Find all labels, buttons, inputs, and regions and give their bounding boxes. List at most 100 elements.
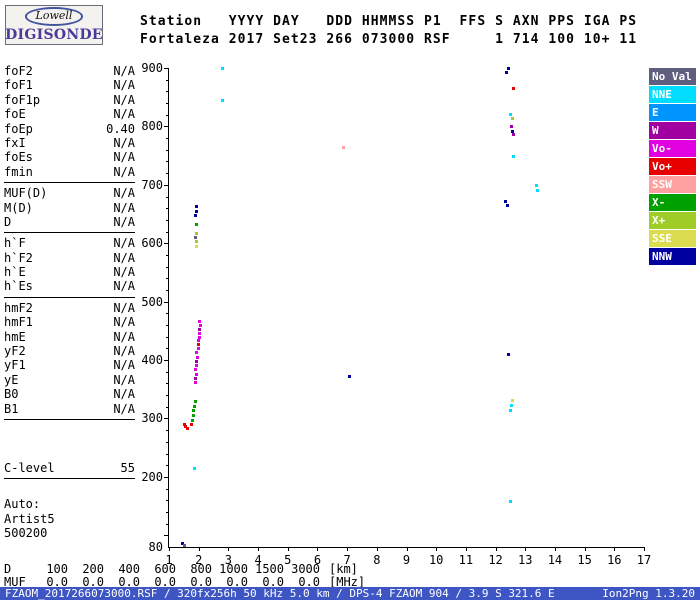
y-minor-tick — [166, 278, 169, 280]
param-value: N/A — [113, 329, 135, 344]
param-row: MUF(D) N/A — [4, 186, 135, 200]
x-axis-label: 13 — [518, 553, 533, 567]
y-minor-tick — [166, 383, 169, 385]
y-axis-label: 900 — [141, 61, 163, 75]
legend-item-no-val: No Val — [649, 68, 696, 85]
echo-point — [184, 425, 188, 429]
param-value: N/A — [113, 372, 135, 387]
bottom-row-value: 0.0 — [82, 575, 104, 589]
x-axis-label: 11 — [458, 553, 474, 567]
param-value: N/A — [113, 401, 135, 416]
echo-point — [507, 353, 511, 357]
param-name: yF2 — [4, 344, 26, 359]
y-minor-tick — [166, 208, 169, 210]
echo-point — [221, 67, 225, 70]
y-major-tick — [164, 184, 169, 186]
echo-point — [510, 117, 514, 121]
y-minor-tick — [166, 266, 169, 268]
y-minor-tick — [166, 336, 169, 338]
x-axis-label: 3 — [224, 553, 232, 567]
echo-point — [192, 404, 196, 408]
echo-point — [508, 500, 512, 504]
echo-point — [194, 231, 198, 235]
param-name: C-level — [4, 460, 55, 475]
y-minor-tick — [166, 289, 169, 291]
x-axis-label: 2 — [195, 553, 203, 567]
bottom-row-label: MUF — [4, 575, 26, 589]
y-major-tick — [164, 301, 169, 303]
param-value: N/A — [113, 344, 135, 359]
param-name: h`Es — [4, 279, 33, 294]
y-major-tick — [164, 418, 169, 420]
param-name: fmin — [4, 164, 33, 179]
x-axis-tick — [228, 547, 230, 551]
echo-point — [194, 381, 198, 385]
y-minor-tick — [166, 430, 169, 432]
param-row: h`F2 N/A — [4, 251, 135, 265]
param-name: yF1 — [4, 358, 26, 373]
echo-point — [341, 145, 345, 149]
bottom-row-value: 0.0 — [190, 575, 212, 589]
param-value: N/A — [113, 214, 135, 229]
bottom-row-unit: [MHz] — [329, 575, 366, 589]
y-major-tick — [164, 243, 169, 245]
echo-point — [220, 99, 224, 103]
legend-item-ssw: SSW — [649, 176, 696, 193]
param-value: N/A — [113, 92, 135, 107]
x-axis-tick — [317, 547, 319, 551]
echo-point — [510, 404, 514, 408]
y-minor-tick — [166, 79, 169, 81]
param-group-spacer — [4, 423, 135, 461]
echo-point — [505, 203, 509, 207]
param-value: N/A — [113, 164, 135, 179]
y-axis-label: 300 — [141, 411, 163, 426]
y-minor-tick — [166, 219, 169, 221]
x-axis-label: 7 — [343, 553, 351, 567]
y-minor-tick — [166, 149, 169, 151]
x-axis-label: 6 — [313, 553, 322, 567]
x-axis-tick — [495, 547, 497, 551]
y-axis-label: 600 — [141, 236, 163, 251]
x-axis-tick — [584, 547, 586, 551]
x-axis-tick — [169, 547, 170, 551]
echo-point — [196, 339, 200, 343]
x-axis-tick — [465, 547, 467, 551]
bottom-row-d: D 100 200 400 600 800 1000 1500 3000 [km] — [4, 563, 358, 575]
echo-point — [193, 467, 197, 471]
x-axis-tick — [525, 547, 527, 551]
param-name: hmE — [4, 329, 26, 344]
echo-point — [196, 347, 200, 351]
y-major-tick — [164, 126, 169, 128]
echo-point — [181, 542, 185, 546]
echo-point — [193, 376, 197, 380]
param-name: hmF1 — [4, 315, 33, 330]
echo-point — [504, 200, 508, 204]
x-axis-tick — [406, 547, 408, 551]
legend-item-sse: SSE — [649, 230, 696, 247]
bottom-row-value: 1000 — [219, 562, 248, 576]
param-name: hmF2 — [4, 300, 33, 315]
param-row: fmin N/A — [4, 165, 135, 179]
param-name: B1 — [4, 401, 19, 416]
echo-point — [510, 125, 513, 129]
y-axis-label: 500 — [141, 294, 163, 309]
x-axis-tick — [198, 547, 200, 551]
param-name: D — [4, 214, 12, 229]
param-row: fxI N/A — [4, 136, 135, 150]
bottom-row-value: 1500 — [255, 562, 284, 576]
x-axis-label: 1 — [165, 553, 173, 567]
header-column-labels: Station YYYY DAY DDD HHMMSS P1 FFS S AXN… — [140, 14, 638, 29]
bottom-row-value: 400 — [118, 562, 140, 576]
lowell-logo-text: Lowell — [35, 9, 73, 22]
param-name: foEs — [4, 150, 33, 165]
x-axis-tick — [644, 547, 645, 551]
y-minor-tick — [166, 348, 169, 350]
y-minor-tick — [166, 511, 169, 513]
echo-point — [194, 214, 198, 218]
legend-item-vo-: Vo+ — [649, 158, 696, 175]
y-minor-tick — [166, 91, 169, 93]
x-axis-tick — [554, 547, 556, 551]
digisonde-brand: DIGISONDE — [5, 27, 103, 43]
param-value: N/A — [113, 279, 135, 294]
param-row: h`Es N/A — [4, 279, 135, 293]
